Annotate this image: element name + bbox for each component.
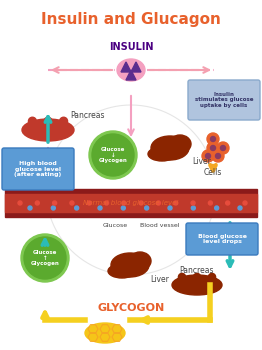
Circle shape xyxy=(18,201,22,205)
Circle shape xyxy=(67,198,77,208)
Ellipse shape xyxy=(22,119,74,141)
Ellipse shape xyxy=(108,264,136,278)
Circle shape xyxy=(207,133,219,145)
Text: Cells: Cells xyxy=(204,168,222,177)
Circle shape xyxy=(29,117,36,125)
Circle shape xyxy=(44,117,52,125)
Text: Glucose
↑
Glycogen: Glucose ↑ Glycogen xyxy=(31,250,59,266)
FancyBboxPatch shape xyxy=(188,80,260,120)
Circle shape xyxy=(156,201,160,205)
Circle shape xyxy=(188,198,198,208)
Ellipse shape xyxy=(169,135,191,153)
Circle shape xyxy=(98,206,102,210)
Circle shape xyxy=(139,201,143,205)
Circle shape xyxy=(32,198,42,208)
Text: Glucose: Glucose xyxy=(102,223,128,228)
Circle shape xyxy=(75,206,79,210)
Circle shape xyxy=(60,117,68,125)
Circle shape xyxy=(208,273,216,281)
Circle shape xyxy=(215,206,219,210)
Circle shape xyxy=(119,198,129,208)
Circle shape xyxy=(216,154,221,159)
Circle shape xyxy=(24,237,66,279)
Circle shape xyxy=(89,131,137,179)
Circle shape xyxy=(193,273,201,281)
Circle shape xyxy=(171,198,181,208)
Circle shape xyxy=(210,136,216,141)
Circle shape xyxy=(205,198,215,208)
Ellipse shape xyxy=(172,275,222,295)
Text: INSULIN: INSULIN xyxy=(109,42,153,52)
Ellipse shape xyxy=(151,136,189,160)
Ellipse shape xyxy=(148,147,176,161)
Circle shape xyxy=(205,154,210,159)
Circle shape xyxy=(208,201,212,205)
Circle shape xyxy=(105,201,108,205)
Text: GLYCOGON: GLYCOGON xyxy=(97,303,165,313)
Ellipse shape xyxy=(117,59,145,81)
Circle shape xyxy=(178,273,185,281)
Text: Insulin
stimulates glucose
uptake by cells: Insulin stimulates glucose uptake by cel… xyxy=(195,92,253,108)
Circle shape xyxy=(207,142,219,154)
Circle shape xyxy=(21,234,69,282)
Text: Liver: Liver xyxy=(150,275,169,285)
Bar xyxy=(5,189,257,217)
Circle shape xyxy=(226,201,230,205)
Text: Pancreas: Pancreas xyxy=(70,111,105,119)
Text: Insulin and Glucagon: Insulin and Glucagon xyxy=(41,12,221,27)
Text: High blood
glucose level
(after eating): High blood glucose level (after eating) xyxy=(14,161,62,177)
Circle shape xyxy=(87,201,91,205)
Circle shape xyxy=(217,142,229,154)
Circle shape xyxy=(53,201,57,205)
Circle shape xyxy=(122,201,126,205)
Circle shape xyxy=(84,198,94,208)
Text: Normal blood glucose level: Normal blood glucose level xyxy=(83,200,179,206)
Circle shape xyxy=(221,146,226,150)
FancyBboxPatch shape xyxy=(186,223,258,255)
Circle shape xyxy=(92,134,134,176)
Circle shape xyxy=(174,201,178,205)
Ellipse shape xyxy=(85,323,125,343)
Circle shape xyxy=(51,206,55,210)
Circle shape xyxy=(15,198,25,208)
Circle shape xyxy=(238,206,242,210)
Circle shape xyxy=(70,201,74,205)
FancyBboxPatch shape xyxy=(2,148,74,190)
Circle shape xyxy=(243,201,247,205)
Circle shape xyxy=(191,201,195,205)
Circle shape xyxy=(202,150,214,162)
Circle shape xyxy=(28,206,32,210)
Circle shape xyxy=(136,198,146,208)
Text: Pancreas: Pancreas xyxy=(180,266,214,275)
Text: Liver: Liver xyxy=(192,158,211,167)
Circle shape xyxy=(212,150,224,162)
Polygon shape xyxy=(126,70,136,80)
Text: Blood vessel: Blood vessel xyxy=(140,223,180,228)
Circle shape xyxy=(121,206,125,210)
Ellipse shape xyxy=(129,252,151,270)
Text: Glucose
↓
Glycogen: Glucose ↓ Glycogen xyxy=(99,147,127,163)
Circle shape xyxy=(145,206,149,210)
Polygon shape xyxy=(131,62,141,72)
Circle shape xyxy=(154,198,163,208)
Circle shape xyxy=(191,206,195,210)
Circle shape xyxy=(210,146,216,150)
Polygon shape xyxy=(121,62,131,72)
Circle shape xyxy=(50,198,60,208)
Text: Blood glucose
level drops: Blood glucose level drops xyxy=(198,233,247,244)
Circle shape xyxy=(240,198,250,208)
Circle shape xyxy=(102,198,112,208)
Circle shape xyxy=(35,201,39,205)
Bar xyxy=(5,194,257,212)
Ellipse shape xyxy=(111,253,149,277)
Circle shape xyxy=(168,206,172,210)
Circle shape xyxy=(223,198,233,208)
